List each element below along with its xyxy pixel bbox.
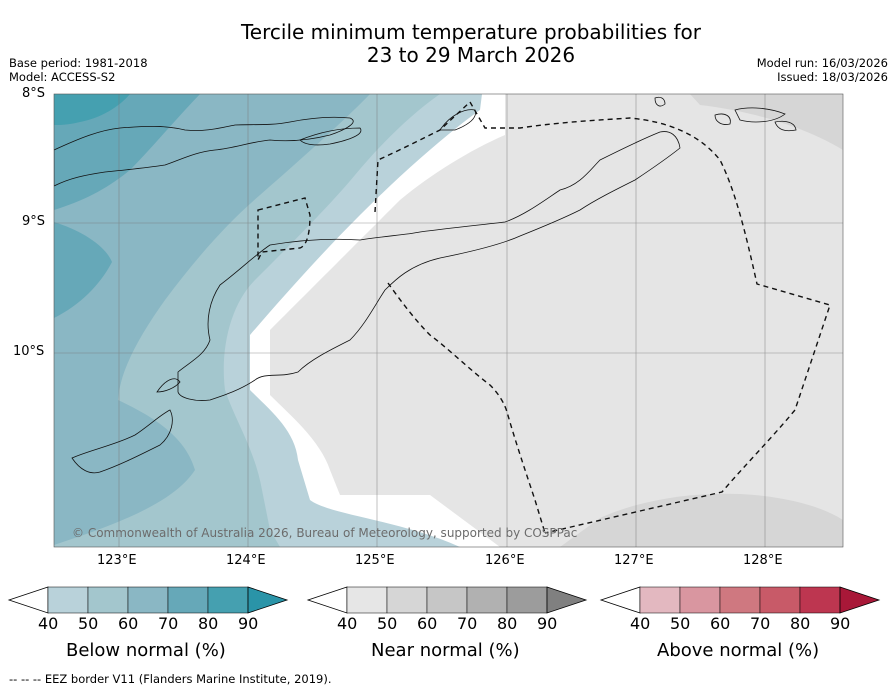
map-frame xyxy=(53,93,844,548)
flores-island-coast xyxy=(54,116,354,187)
above-normal-title: Above normal (%) xyxy=(657,640,820,661)
below-normal-title: Below normal (%) xyxy=(66,640,226,661)
below-normal-colorbar-swatch xyxy=(167,586,209,614)
map-copyright: © Commonwealth of Australia 2026, Bureau… xyxy=(72,526,578,540)
below-normal-70-north xyxy=(54,94,200,210)
colorbars xyxy=(7,586,881,614)
below-normal-colorbar-swatch xyxy=(127,586,169,614)
near-normal-colorbar-swatch xyxy=(426,586,468,614)
below-normal-tick-label: 80 xyxy=(198,614,219,633)
below-normal-80-north xyxy=(54,94,130,125)
small-island-coast-4 xyxy=(774,120,797,132)
above-normal-colorbar-high-arrow xyxy=(839,586,881,614)
near-normal-colorbar-swatch xyxy=(506,586,548,614)
eez-border-north xyxy=(374,101,471,213)
eez-border-east xyxy=(469,101,831,411)
base-period: Base period: 1981-2018 xyxy=(9,56,148,70)
lon-label-127e: 127°E xyxy=(614,553,654,568)
lon-label-123e: 123°E xyxy=(97,553,137,568)
near-normal-tick-label: 50 xyxy=(377,614,398,633)
lat-label-9s: 9°S xyxy=(22,214,46,229)
near-normal-colorbar-swatch xyxy=(466,586,508,614)
below-normal-tick-label: 70 xyxy=(158,614,179,633)
above-normal-colorbar-swatch xyxy=(639,586,681,614)
eez-border-timor-sea xyxy=(387,282,546,534)
above-normal-colorbar-swatch xyxy=(759,586,801,614)
lon-label-128e: 128°E xyxy=(743,553,783,568)
above-normal-colorbar-swatch xyxy=(679,586,721,614)
eez-border-south xyxy=(544,409,796,534)
near-normal-colorbar-high-arrow xyxy=(546,586,588,614)
coastlines xyxy=(54,96,797,474)
eez-footnote: -- -- -- EEZ border V11 (Flanders Marine… xyxy=(9,672,332,686)
near-normal-tick-label: 40 xyxy=(337,614,358,633)
small-island-coast xyxy=(654,96,666,107)
lon-label-126e: 126°E xyxy=(485,553,525,568)
alor-island-coast xyxy=(299,127,362,146)
near-normal-tick-label: 80 xyxy=(497,614,518,633)
above-normal-tick-label: 70 xyxy=(750,614,771,633)
small-island-coast-2 xyxy=(714,113,731,125)
below-normal-tick-label: 40 xyxy=(38,614,59,633)
near-normal-50-patch-s xyxy=(560,493,843,547)
sumba-island-coast xyxy=(71,409,173,474)
near-normal-tick-label: 90 xyxy=(537,614,558,633)
near-normal-colorbar xyxy=(306,586,588,614)
above-normal-tick-label: 80 xyxy=(790,614,811,633)
near-normal-50-patch-ne xyxy=(690,94,843,150)
small-island-coast-3 xyxy=(734,107,786,123)
below-normal-colorbar-swatch xyxy=(87,586,129,614)
lat-label-10s: 10°S xyxy=(13,344,45,359)
below-normal-colorbar-swatch xyxy=(47,586,89,614)
below-normal-colorbar xyxy=(7,586,289,614)
below-normal-colorbar-high-arrow xyxy=(247,586,289,614)
above-normal-tick-label: 90 xyxy=(830,614,851,633)
near-normal-tick-label: 70 xyxy=(457,614,478,633)
above-normal-colorbar xyxy=(599,586,881,614)
map-title-line1: Tercile minimum temperature probabilitie… xyxy=(240,20,702,44)
model-run: Model run: 16/03/2026 xyxy=(756,56,888,70)
above-normal-tick-label: 50 xyxy=(670,614,691,633)
near-normal-tick-label: 60 xyxy=(417,614,438,633)
above-normal-colorbar-swatch xyxy=(799,586,841,614)
below-normal-colorbar-swatch xyxy=(207,586,249,614)
above-normal-colorbar-low-arrow xyxy=(599,586,641,614)
eez-borders xyxy=(257,101,831,534)
near-normal-colorbar-swatch xyxy=(386,586,428,614)
below-normal-70-west xyxy=(54,222,112,318)
near-normal-colorbar-low-arrow xyxy=(306,586,348,614)
lat-label-8s: 8°S xyxy=(22,86,46,101)
below-normal-60 xyxy=(54,94,370,545)
below-normal-colorbar-low-arrow xyxy=(7,586,49,614)
issued-date: Issued: 18/03/2026 xyxy=(777,70,888,84)
below-normal-tick-label: 90 xyxy=(238,614,259,633)
lon-label-125e: 125°E xyxy=(355,553,395,568)
eez-border-enclave xyxy=(257,197,311,261)
graticule xyxy=(54,94,843,547)
near-normal-title: Near normal (%) xyxy=(371,640,520,661)
below-normal-tick-label: 50 xyxy=(78,614,99,633)
model-name: Model: ACCESS-S2 xyxy=(9,70,116,84)
above-normal-colorbar-swatch xyxy=(719,586,761,614)
map-canvas xyxy=(54,94,843,547)
above-normal-tick-label: 40 xyxy=(630,614,651,633)
rote-island-coast xyxy=(156,378,181,393)
timor-island-coast xyxy=(177,131,681,401)
map-title-line2: 23 to 29 March 2026 xyxy=(366,43,576,67)
below-normal-tick-label: 60 xyxy=(118,614,139,633)
lon-label-124e: 124°E xyxy=(226,553,266,568)
near-normal-colorbar-swatch xyxy=(346,586,388,614)
above-normal-tick-label: 60 xyxy=(710,614,731,633)
